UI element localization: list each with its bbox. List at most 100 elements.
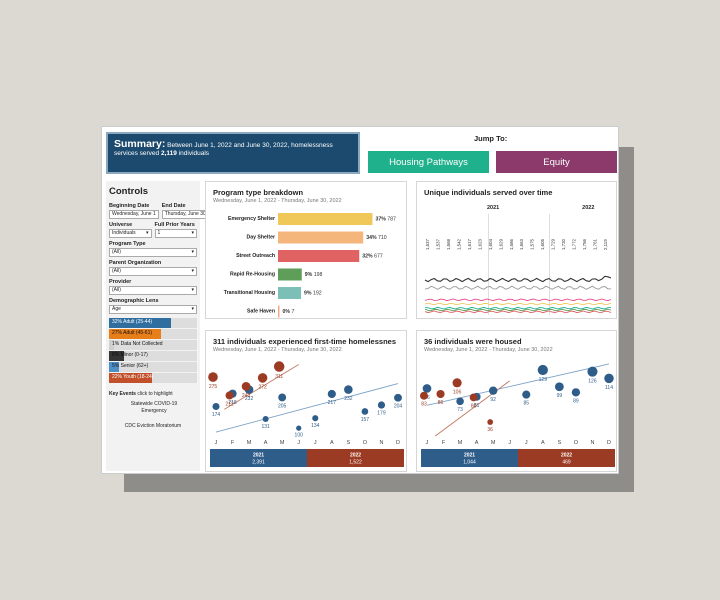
value-label: 1,563: [519, 238, 524, 250]
beginning-date-value: Wednesday, June 1: [112, 211, 156, 217]
scatter-point[interactable]: [452, 378, 462, 388]
scatter-point[interactable]: [312, 415, 319, 422]
year-total-label: 2021: [464, 453, 475, 459]
year-total-value: 2,391: [252, 460, 265, 466]
scatter-point[interactable]: [394, 393, 402, 402]
lens-item[interactable]: 1% Data Not Collected: [109, 340, 197, 350]
scatter-point[interactable]: [456, 397, 464, 406]
point-label: 100: [295, 433, 304, 439]
scatter-point[interactable]: [327, 389, 336, 399]
bar[interactable]: [278, 250, 360, 262]
series-line[interactable]: [424, 285, 612, 290]
end-date-input[interactable]: Thursday, June 30: [161, 210, 209, 219]
lens-item[interactable]: 27% Adult (45-61): [109, 329, 197, 339]
month-label: S: [347, 440, 351, 446]
year-total-value: 1,522: [349, 460, 362, 466]
point-label: 205: [278, 403, 287, 409]
key-event-eviction[interactable]: CDC Eviction Moratorium: [124, 423, 182, 429]
bar-category-label: Street Outreach: [236, 253, 275, 259]
bar[interactable]: [278, 231, 364, 244]
scatter-point[interactable]: [377, 401, 386, 409]
bar[interactable]: [278, 213, 373, 225]
scatter-point[interactable]: [361, 408, 369, 415]
series-line[interactable]: [424, 275, 612, 283]
full-prior-years-select[interactable]: 1 ▾: [154, 229, 197, 238]
month-label: M: [247, 440, 252, 446]
jump-to-label: Jump To:: [474, 134, 508, 143]
trend-line-2021: [426, 363, 610, 406]
first-time-chart: 174 218 232 131 205 100 134 217 232 157 179 204 275 2…: [208, 361, 404, 467]
series-line[interactable]: [424, 308, 612, 312]
parent-org-select[interactable]: (All) ▾: [109, 267, 197, 276]
scatter-point[interactable]: [225, 391, 234, 400]
scatter-point[interactable]: [587, 366, 598, 377]
housed-subtitle: Wednesday, June 1, 2022 - Thursday, June…: [424, 347, 553, 353]
scatter-point[interactable]: [488, 386, 498, 395]
beginning-date-input[interactable]: Wednesday, June 1: [109, 210, 159, 219]
scatter-point[interactable]: [419, 391, 429, 400]
scatter-point[interactable]: [208, 372, 218, 382]
value-label: 1,720: [561, 238, 566, 250]
key-event-covid[interactable]: Statewide COVID-19 Emergency: [130, 401, 178, 414]
scatter-point[interactable]: [257, 373, 268, 383]
lens-item[interactable]: 22% Youth (18-24): [109, 373, 197, 383]
bar[interactable]: [278, 268, 302, 281]
scatter-point[interactable]: [278, 393, 287, 402]
scatter-point[interactable]: [296, 425, 302, 431]
scatter-point[interactable]: [344, 385, 353, 394]
lens-item[interactable]: 32% Adult (25-44): [109, 318, 197, 328]
year-total-value: 1,044: [463, 460, 476, 466]
month-label: J: [215, 440, 218, 446]
point-label: 174: [212, 412, 221, 418]
year-total-bar[interactable]: [518, 449, 615, 467]
scatter-point[interactable]: [571, 388, 581, 397]
equity-button[interactable]: Equity: [496, 151, 617, 173]
scatter-point[interactable]: [262, 416, 269, 423]
year-total-bar[interactable]: [421, 449, 518, 467]
scatter-point[interactable]: [273, 361, 285, 372]
lens-item[interactable]: 8% Minor (0-17): [109, 351, 197, 361]
month-label: D: [607, 440, 611, 446]
scatter-point[interactable]: [422, 384, 432, 393]
lens-item[interactable]: 5% Senior (62+): [109, 362, 197, 372]
scatter-point[interactable]: [522, 390, 531, 399]
bar[interactable]: [278, 305, 280, 318]
scatter-point[interactable]: [241, 381, 251, 391]
month-label: J: [314, 440, 317, 446]
housing-pathways-button[interactable]: Housing Pathways: [368, 151, 489, 173]
value-label: 1,537: [435, 238, 440, 250]
series-line[interactable]: [424, 306, 612, 310]
year-total-label: 2021: [253, 453, 264, 459]
value-label: 1,623: [477, 238, 482, 250]
scatter-point[interactable]: [469, 393, 478, 402]
series-line[interactable]: [424, 298, 612, 302]
universe-select[interactable]: Individuals ▾: [109, 229, 152, 238]
provider-select[interactable]: (All) ▾: [109, 286, 197, 295]
key-events-header: Key Events click to highlight: [109, 391, 197, 397]
summary-count: 2,119: [160, 150, 177, 157]
point-label: 204: [394, 404, 403, 410]
bar-category-label: Emergency Shelter: [228, 216, 275, 222]
year-total-bar[interactable]: [307, 449, 404, 467]
bar[interactable]: [278, 287, 302, 299]
series-line[interactable]: [424, 302, 612, 306]
point-label: 243: [242, 393, 251, 399]
program-type-select[interactable]: (All) ▾: [109, 248, 197, 257]
scatter-point[interactable]: [212, 402, 220, 411]
scatter-point[interactable]: [537, 364, 548, 376]
scatter-point[interactable]: [554, 382, 564, 392]
point-label: 80: [471, 403, 477, 409]
value-label: 1,729: [551, 238, 556, 250]
series-line[interactable]: [424, 310, 612, 314]
lens-item-label: 32% Adult (25-44): [112, 319, 153, 325]
month-label: N: [590, 440, 594, 446]
lens-item-bar: [109, 340, 115, 350]
scatter-point[interactable]: [487, 419, 494, 425]
scatter-point[interactable]: [604, 373, 614, 384]
value-label: 1,772: [572, 238, 577, 250]
housed-title: 36 individuals were housed: [424, 337, 522, 346]
value-label: 1,629: [498, 238, 503, 250]
scatter-point[interactable]: [436, 389, 445, 399]
demographic-lens-select[interactable]: Age ▾: [109, 305, 197, 314]
year-total-bar[interactable]: [210, 449, 307, 467]
